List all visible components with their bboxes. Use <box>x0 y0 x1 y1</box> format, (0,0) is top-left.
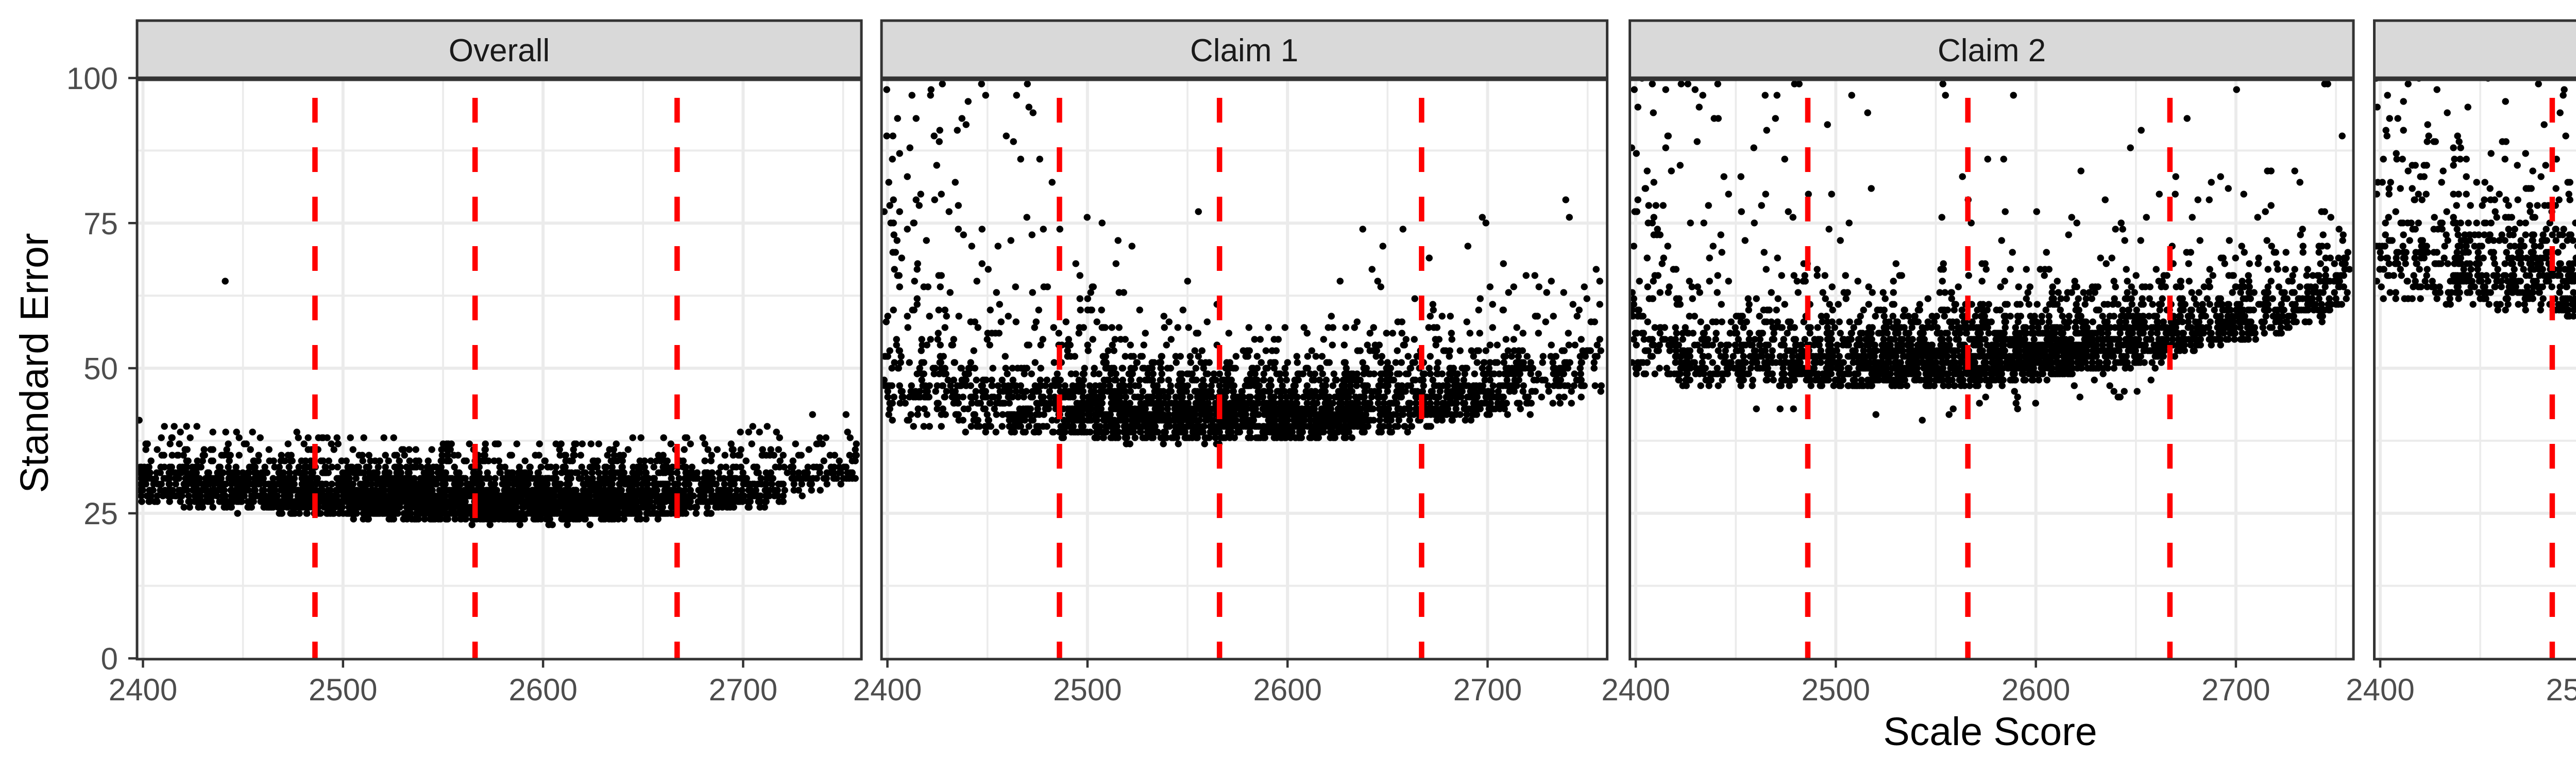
svg-text:Overall: Overall <box>449 33 550 68</box>
svg-text:2400: 2400 <box>2346 673 2414 707</box>
svg-text:75: 75 <box>83 206 118 241</box>
svg-text:2700: 2700 <box>1453 673 1522 707</box>
svg-text:100: 100 <box>66 61 118 96</box>
svg-text:50: 50 <box>83 352 118 386</box>
svg-text:2600: 2600 <box>2002 673 2070 707</box>
svg-text:2400: 2400 <box>853 673 922 707</box>
svg-text:2600: 2600 <box>1253 673 1321 707</box>
svg-text:2500: 2500 <box>1802 673 1870 707</box>
svg-text:2600: 2600 <box>509 673 577 707</box>
svg-text:2700: 2700 <box>709 673 777 707</box>
svg-text:0: 0 <box>101 642 118 676</box>
svg-text:Standard Error: Standard Error <box>12 233 57 493</box>
svg-text:Claim 1: Claim 1 <box>1190 33 1298 68</box>
svg-text:2500: 2500 <box>2546 673 2576 707</box>
svg-text:Scale Score: Scale Score <box>1883 710 2097 754</box>
svg-text:25: 25 <box>83 496 118 531</box>
svg-text:2400: 2400 <box>1601 673 1670 707</box>
svg-text:2700: 2700 <box>2201 673 2270 707</box>
svg-text:2400: 2400 <box>109 673 177 707</box>
svg-text:2500: 2500 <box>309 673 377 707</box>
svg-text:Claim 2: Claim 2 <box>1938 33 2046 68</box>
svg-text:2500: 2500 <box>1053 673 1122 707</box>
